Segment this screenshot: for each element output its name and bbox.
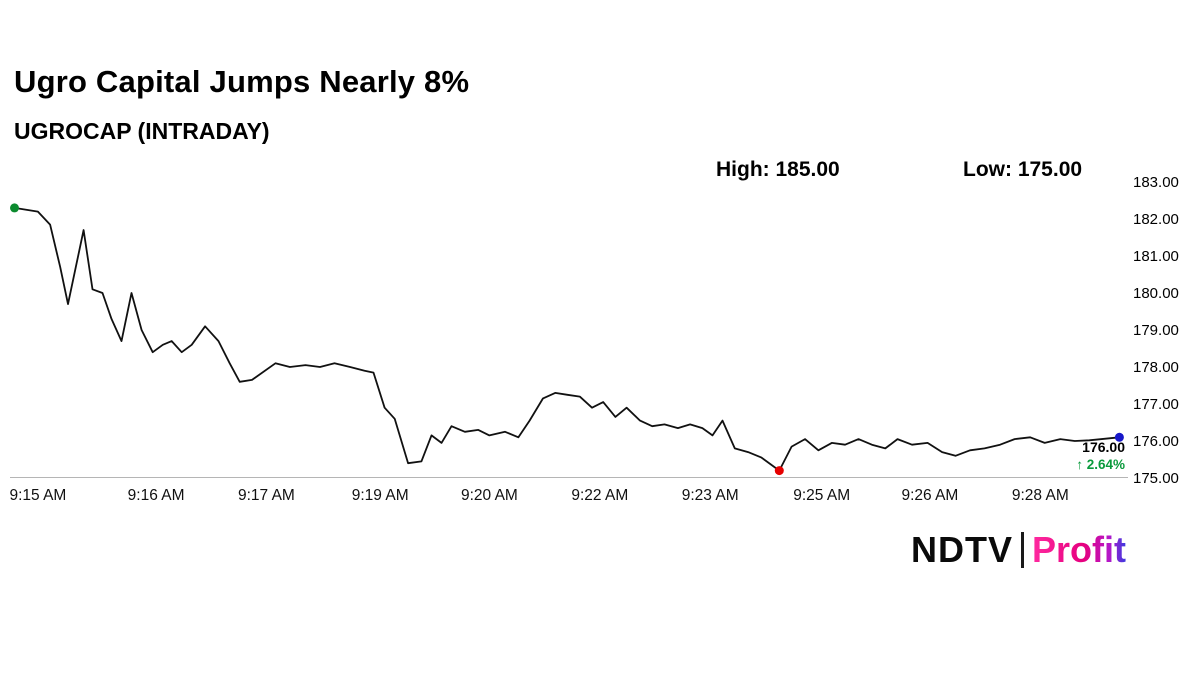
logo-divider [1021, 532, 1024, 568]
y-axis-label: 179.00 [1133, 322, 1179, 339]
x-axis-label: 9:26 AM [901, 487, 959, 504]
ndtv-profit-logo: NDTV Profit [911, 528, 1126, 572]
open-marker [10, 203, 19, 213]
high-value-label: High: 185.00 [716, 158, 840, 181]
x-axis-label: 9:23 AM [681, 487, 739, 504]
x-axis-label: 9:16 AM [127, 487, 185, 504]
y-axis-label: 181.00 [1133, 248, 1179, 265]
page-title: Ugro Capital Jumps Nearly 8% [14, 64, 470, 99]
y-axis-label: 183.00 [1133, 174, 1179, 191]
ticker-subtitle: UGROCAP (INTRADAY) [14, 118, 270, 144]
last-price-label: 176.00 [1082, 439, 1125, 455]
y-axis-label: 182.00 [1133, 211, 1179, 228]
x-axis-label: 9:17 AM [237, 487, 295, 504]
x-axis-label: 9:28 AM [1011, 487, 1069, 504]
y-axis-label: 178.00 [1133, 359, 1179, 376]
x-axis: 9:15 AM 9:16 AM 9:17 AM 9:19 AM 9:20 AM 9:22 … [9, 487, 1125, 509]
low-marker [774, 466, 784, 476]
y-axis-label: 176.00 [1133, 433, 1179, 450]
price-line-series [13, 206, 1121, 472]
profit-wordmark: Profit [1032, 529, 1126, 570]
y-axis-label: 180.00 [1133, 285, 1179, 302]
last-marker [1114, 432, 1124, 442]
y-axis-label: 175.00 [1133, 470, 1179, 487]
x-axis-label: 9:19 AM [351, 487, 409, 504]
low-value-label: Low: 175.00 [963, 158, 1083, 181]
x-axis-label: 9:22 AM [571, 487, 629, 504]
x-axis-label: 9:20 AM [460, 487, 518, 504]
y-axis: 183.00 182.00 181.00 180.00 179.00 178.00 177.… [1133, 174, 1197, 487]
ndtv-wordmark: NDTV [911, 529, 1013, 570]
chart-canvas [10, 203, 1128, 478]
price-chart: 176.00 ↑ 2.64% [10, 182, 1128, 478]
x-axis-label: 9:25 AM [793, 487, 851, 504]
x-axis-label: 9:15 AM [9, 487, 67, 504]
last-quote-callout: 176.00 ↑ 2.64% [1076, 439, 1125, 473]
y-axis-label: 177.00 [1133, 396, 1179, 413]
percent-change-label: ↑ 2.64% [1076, 457, 1125, 472]
